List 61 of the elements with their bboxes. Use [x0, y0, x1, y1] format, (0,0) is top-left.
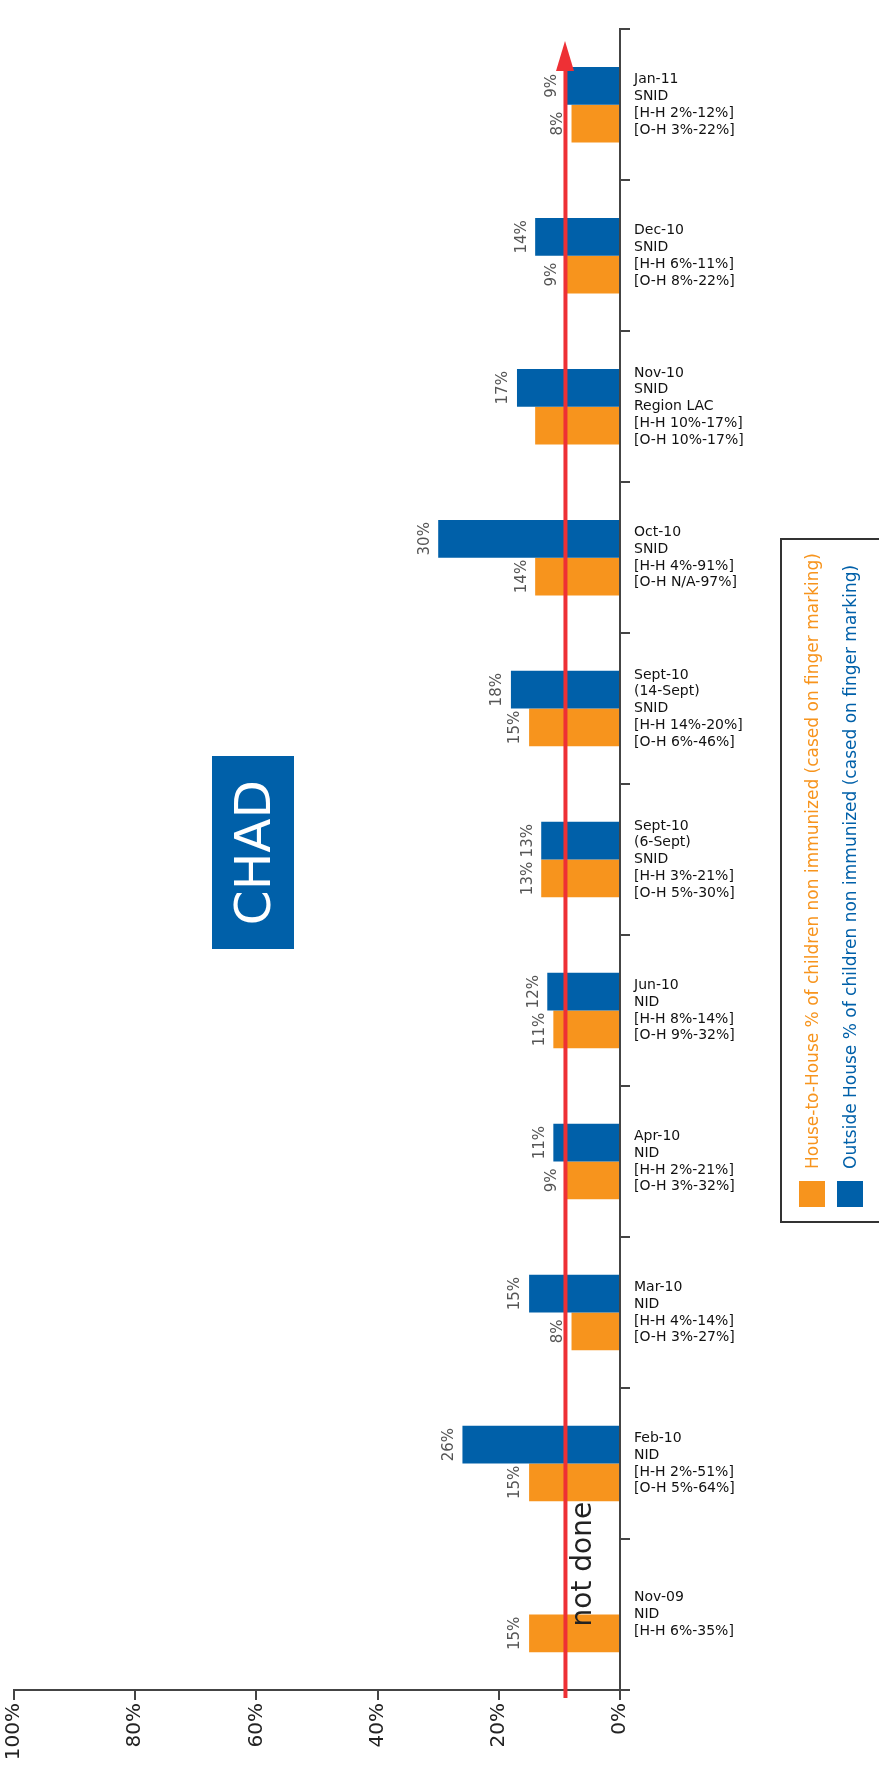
bar: [547, 972, 619, 1011]
bar: [535, 217, 619, 256]
data-label: 14%: [511, 559, 530, 594]
data-label: 18%: [487, 673, 506, 707]
bar: [553, 1123, 619, 1162]
data-label: 11%: [529, 1012, 548, 1047]
bar: [516, 368, 619, 407]
y-tick-label: Apr-10 NID [H-H 2%-21%] [O-H 3%-32%]: [634, 1127, 735, 1194]
y-tick-label: Nov-10 SNID Region LAC [H-H 10%-17%] [O-H 10%-17%]: [634, 363, 744, 447]
bar: [462, 1425, 619, 1464]
data-label: 26%: [438, 1427, 457, 1462]
bar: [535, 557, 619, 596]
bar: [541, 821, 619, 860]
bar: [541, 859, 619, 898]
y-tick-label: Sept-10 (6-Sept) SNID [H-H 3%-21%] [O-H 5%-30%]: [634, 816, 735, 900]
data-label: 8%: [547, 111, 566, 136]
bar: [510, 670, 619, 709]
x-tick-label: 40%: [363, 1703, 388, 1748]
annotation: not done: [564, 1501, 598, 1627]
bar: [565, 1161, 619, 1200]
x-tick-label: 80%: [121, 1703, 146, 1748]
y-tick-label: Mar-10 NID [H-H 4%-14%] [O-H 3%-27%]: [634, 1277, 735, 1345]
bar: [565, 255, 619, 294]
annotation: CHAD: [224, 779, 282, 926]
y-tick-label: Dec-10 SNID [H-H 6%-11%] [O-H 8%-22%]: [634, 221, 735, 288]
bar: [571, 104, 619, 143]
x-tick-label: 20%: [485, 1703, 509, 1748]
bar: [565, 66, 619, 105]
bar: [553, 1010, 619, 1049]
y-tick-label: Oct-10 SNID [H-H 4%-91%] [O-H N/A-97%]: [634, 523, 737, 590]
x-tick-label: 0%: [606, 1703, 631, 1735]
data-label: 30%: [414, 522, 433, 556]
y-tick-label: Jun-10 NID [H-H 8%-14%] [O-H 9%-32%]: [633, 976, 735, 1043]
bar: [529, 1463, 619, 1502]
data-label: 17%: [493, 371, 512, 405]
y-tick-label: Nov-09 NID [H-H 6%-35%]: [634, 1588, 734, 1638]
bar: [571, 1312, 619, 1351]
bar: [438, 519, 619, 558]
bar: [535, 406, 619, 445]
data-label: 9%: [541, 73, 560, 98]
y-tick-label: Sept-10 (14-Sept) SNID [H-H 14%-20%] [O-H 6%-46%]: [634, 665, 743, 749]
data-label: 13%: [517, 824, 536, 858]
data-label: 15%: [505, 1277, 524, 1311]
bar: [529, 708, 619, 747]
x-tick-label: 60%: [242, 1703, 267, 1748]
text: Outside House % of children non immunized (cased on finger marking): [839, 564, 860, 1169]
text: House-to-House % of children non immunized (cased on finger marking): [801, 553, 822, 1169]
y-tick-label: Jan-11 SNID [H-H 2%-12%] [O-H 3%-22%]: [633, 70, 735, 137]
data-label: 15%: [505, 1616, 524, 1651]
data-label: 13%: [517, 861, 536, 896]
data-label: 11%: [529, 1126, 548, 1160]
x-tick-label: 100%: [0, 1703, 25, 1761]
data-label: 15%: [505, 1465, 524, 1500]
bar: [529, 1274, 619, 1313]
y-tick-label: Feb-10 NID [H-H 2%-51%] [O-H 5%-64%]: [634, 1428, 735, 1496]
data-label: 14%: [511, 220, 530, 254]
data-label: 15%: [505, 710, 524, 745]
data-label: 9%: [541, 1168, 560, 1193]
data-label: 8%: [547, 1319, 566, 1344]
data-label: 9%: [541, 262, 560, 287]
data-label: 12%: [523, 975, 542, 1009]
